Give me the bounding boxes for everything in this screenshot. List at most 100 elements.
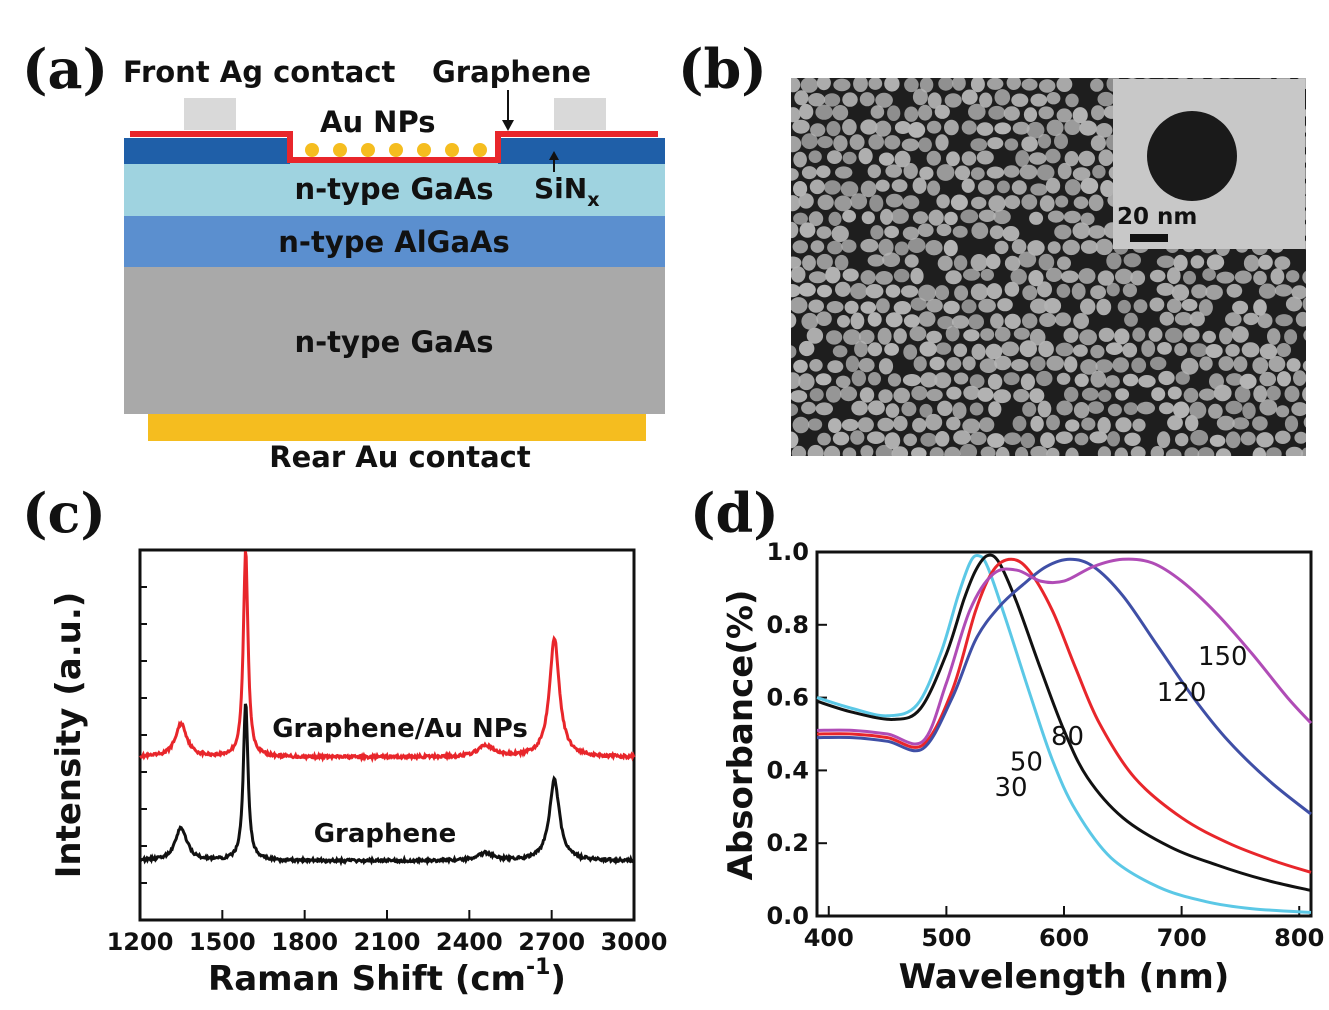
sem-particle [1080, 359, 1098, 375]
sem-particle [834, 195, 852, 212]
sem-particle [868, 78, 883, 90]
sem-particle [825, 385, 842, 403]
sem-particle [867, 400, 885, 416]
sem-particle [1252, 447, 1267, 456]
sem-particle [1173, 401, 1190, 419]
sem-particle [801, 401, 816, 415]
sem-particle [918, 104, 933, 121]
sem-particle [1219, 327, 1233, 345]
sem-particle [953, 255, 968, 271]
sem-particle [1190, 343, 1208, 357]
sem-particle [994, 355, 1012, 371]
sem-particle [1056, 78, 1073, 92]
sem-particle [1013, 327, 1030, 340]
sem-particle [1029, 388, 1045, 403]
sem-particle [841, 239, 857, 253]
sem-particle [1106, 282, 1120, 297]
sinx-left [124, 138, 290, 164]
sem-particle [1303, 182, 1306, 196]
sem-particle [815, 402, 833, 416]
sem-particle [860, 445, 874, 456]
sem-particle [1150, 446, 1164, 456]
sem-particle [1046, 355, 1064, 371]
sem-particle [961, 178, 975, 193]
sem-particle [1098, 389, 1112, 402]
sem-particle [1045, 148, 1061, 164]
sem-particle [827, 240, 843, 255]
sem-particle [993, 209, 1011, 225]
sem-particle [850, 312, 865, 330]
sem-particle [1047, 210, 1065, 223]
sem-particle [907, 237, 926, 253]
sem-particle [1175, 433, 1189, 447]
sem-particle [1149, 297, 1165, 312]
sem-particle [860, 301, 877, 314]
sem-particle [904, 254, 919, 268]
sem-particle [1291, 285, 1306, 300]
sem-particle [1115, 268, 1133, 285]
sem-particle [1064, 386, 1079, 402]
sem-particle [994, 326, 1011, 342]
sem-particle [1303, 417, 1306, 428]
sem-particle [1055, 431, 1073, 445]
sem-particle [878, 358, 894, 375]
sem-particle [875, 92, 893, 108]
sem-particle [870, 105, 885, 119]
sem-particle [909, 326, 927, 342]
sem-particle [946, 386, 962, 400]
scale-bar [1130, 234, 1168, 242]
sem-particle [961, 299, 977, 314]
rear-au-contact-label: Rear Au contact [269, 440, 531, 474]
sem-particle [1171, 284, 1190, 301]
sem-particle [1123, 253, 1142, 268]
sem-particle [1079, 329, 1097, 346]
sem-particle [1141, 340, 1156, 357]
sem-particle [944, 446, 961, 456]
gaas-substrate-layer [124, 266, 665, 414]
sem-particle [1202, 268, 1216, 281]
sem-particle [1165, 448, 1182, 456]
sem-particle [1304, 125, 1306, 134]
sem-particle [970, 78, 985, 93]
sem-particle [910, 267, 924, 285]
sem-particle [928, 209, 944, 226]
sem-particle [1046, 119, 1064, 136]
absorbance-series-label: 30 [995, 773, 1028, 803]
sem-particle [1258, 254, 1273, 270]
sem-particle [1098, 149, 1114, 166]
sem-particle [1259, 371, 1276, 387]
sem-particle [1218, 356, 1234, 371]
sem-particle [1226, 283, 1243, 298]
sem-particle [791, 78, 801, 93]
sem-particle [985, 343, 1003, 360]
sem-particle [1057, 256, 1071, 270]
sem-particle [894, 150, 911, 168]
sem-particle [807, 444, 824, 456]
panel-c-letter: (c) [22, 481, 106, 545]
sem-particle [1243, 254, 1260, 272]
sem-particle [943, 239, 958, 257]
sem-particle [878, 152, 895, 166]
sem-particle [1130, 270, 1146, 286]
sem-particle [968, 103, 986, 120]
sem-particle [1021, 136, 1038, 152]
sem-particle [1039, 313, 1056, 327]
panel-d: (d) 400 500 600 700 800 0.0 0.2 0.4 0.6 0.8 1.0 30… [690, 481, 1324, 997]
sem-particle [860, 119, 878, 135]
sem-particle [842, 119, 857, 136]
sem-particle [1030, 446, 1048, 456]
raman-x-tick-label: 1800 [271, 928, 338, 956]
sem-particle [1106, 252, 1122, 270]
sem-particle [1064, 119, 1081, 135]
sem-particle [919, 341, 937, 357]
sem-particle [1029, 328, 1046, 346]
au-nanoparticle [473, 143, 487, 157]
sem-particle [1253, 299, 1267, 316]
sem-particle [978, 298, 996, 313]
sem-particle [832, 345, 848, 358]
sem-particle [798, 282, 816, 297]
sem-particle [891, 446, 909, 456]
sem-particle [937, 316, 954, 330]
sem-particle [1159, 402, 1174, 415]
